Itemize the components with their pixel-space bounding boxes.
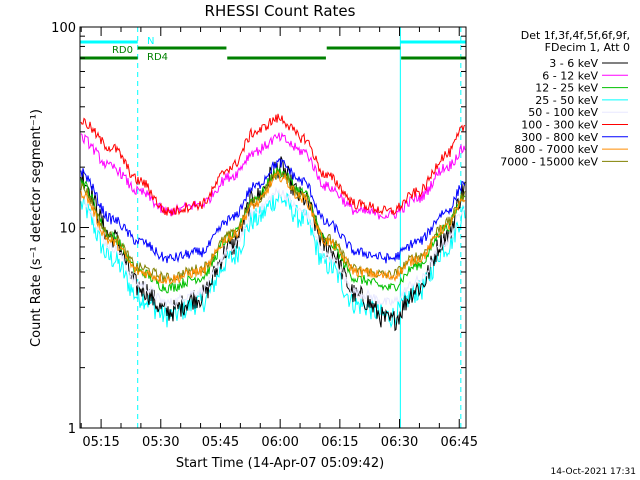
series-line-50-to-100kev bbox=[80, 186, 466, 308]
y-tick-label-10: 10 bbox=[59, 222, 76, 237]
axes-layer: 1 10 100 05:15 05:30 05:45 06:00 06:15 06:30 06:4… bbox=[51, 21, 478, 450]
x-tick-label-0515: 05:15 bbox=[82, 435, 119, 450]
x-tick-label-0545: 05:45 bbox=[202, 435, 239, 450]
series-line-800-to-7000kev bbox=[80, 170, 466, 285]
legend-header-line-2: FDecim 1, Att 0 bbox=[545, 41, 630, 54]
y-tick-label-100: 100 bbox=[51, 21, 76, 36]
flag-label-rd4: RD4 bbox=[147, 52, 168, 63]
timestamp: 14-Oct-2021 17:31 bbox=[551, 467, 636, 477]
legend-label-5: 100 - 300 keV bbox=[521, 119, 598, 132]
x-axis-label: Start Time (14-Apr-07 05:09:42) bbox=[176, 456, 384, 471]
x-tick-label-0645: 06:45 bbox=[441, 435, 478, 450]
legend-label-0: 3 - 6 keV bbox=[549, 57, 598, 70]
series-line-7000-to-15000kev bbox=[80, 169, 466, 284]
flag-label-rd0: RD0 bbox=[112, 45, 133, 56]
flag-label-n: N bbox=[147, 36, 154, 47]
legend-label-7: 800 - 7000 keV bbox=[514, 143, 598, 156]
series-line-300-to-800kev bbox=[80, 158, 466, 264]
legend-label-3: 25 - 50 keV bbox=[535, 94, 598, 107]
x-tick-label-0600: 06:00 bbox=[261, 435, 298, 450]
markers-layer bbox=[79, 27, 462, 428]
legend-header-line-1: Det 1f,3f,4f,5f,6f,9f, bbox=[521, 29, 630, 42]
legend-label-1: 6 - 12 keV bbox=[542, 69, 598, 82]
x-tick-label-0615: 06:15 bbox=[321, 435, 358, 450]
legend-label-6: 300 - 800 keV bbox=[521, 131, 598, 144]
x-tick-label-0630: 06:30 bbox=[381, 435, 418, 450]
legend-label-4: 50 - 100 keV bbox=[528, 106, 598, 119]
series-line-100-to-300kev bbox=[80, 113, 466, 217]
series-layer bbox=[80, 113, 466, 332]
chart-title: RHESSI Count Rates bbox=[205, 2, 356, 20]
y-axis-label: Count Rate (s⁻¹ detector segment⁻¹) bbox=[29, 109, 44, 347]
legend-label-2: 12 - 25 keV bbox=[535, 82, 598, 95]
flags-layer: N RD0 RD4 bbox=[80, 36, 466, 63]
y-tick-label-1: 1 bbox=[68, 422, 76, 437]
series-line-25-to-50kev bbox=[80, 192, 466, 329]
x-tick-label-0530: 05:30 bbox=[142, 435, 179, 450]
legend-label-8: 7000 - 15000 keV bbox=[500, 155, 598, 168]
